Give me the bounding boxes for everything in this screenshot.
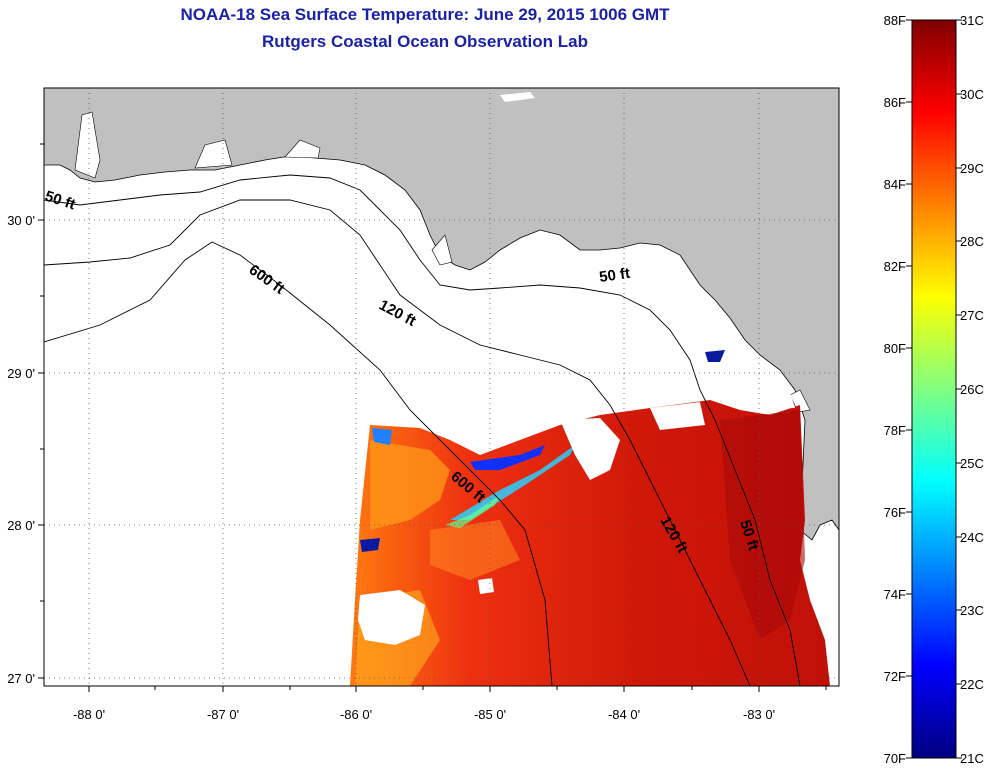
colorbar-c-label: 25C [960, 456, 984, 471]
colorbar-f-label: 72F [884, 669, 906, 684]
sst-swath [350, 400, 830, 686]
colorbar-f-label: 84F [884, 177, 906, 192]
colorbar-f-label: 74F [884, 587, 906, 602]
lon-label: -85 0' [474, 707, 506, 722]
colorbar-c-label: 28C [960, 234, 984, 249]
map-frame [43, 87, 840, 687]
colorbar-f-label: 78F [884, 423, 906, 438]
colorbar-c-label: 24C [960, 530, 984, 545]
lon-label: -87 0' [207, 707, 239, 722]
colorbar-c-label: 26C [960, 382, 984, 397]
colorbar-f-label: 76F [884, 505, 906, 520]
colorbar-f-label: 80F [884, 341, 906, 356]
colorbar-c-label: 21C [960, 751, 984, 766]
colorbar-c-label: 29C [960, 161, 984, 176]
map-subtitle: Rutgers Coastal Ocean Observation Lab [262, 32, 588, 51]
lat-label: 27 0' [7, 671, 35, 686]
lat-label: 29 0' [7, 366, 35, 381]
axis-ticks [38, 143, 827, 692]
colorbar-c-label: 31C [960, 13, 984, 28]
colorbar-f-label: 88F [884, 13, 906, 28]
lon-label: -86 0' [340, 707, 372, 722]
colorbar-c-label: 23C [960, 603, 984, 618]
colorbar-ticks [906, 19, 962, 759]
colorbar-c-label: 27C [960, 308, 984, 323]
colorbar-c-label: 22C [960, 677, 984, 692]
lat-label: 28 0' [7, 518, 35, 533]
lon-label: -88 0' [73, 707, 105, 722]
colorbar [911, 19, 957, 759]
lon-label: -84 0' [608, 707, 640, 722]
map-area [44, 88, 839, 686]
colorbar-c-label: 30C [960, 87, 984, 102]
lon-label: -83 0' [743, 707, 775, 722]
map-title: NOAA-18 Sea Surface Temperature: June 29… [180, 5, 670, 24]
lat-label: 30 0' [7, 213, 35, 228]
colorbar-f-label: 86F [884, 95, 906, 110]
colorbar-f-label: 82F [884, 259, 906, 274]
contour-label: 50 ft [598, 265, 631, 286]
colorbar-f-label: 70F [884, 751, 906, 766]
land [44, 88, 839, 541]
